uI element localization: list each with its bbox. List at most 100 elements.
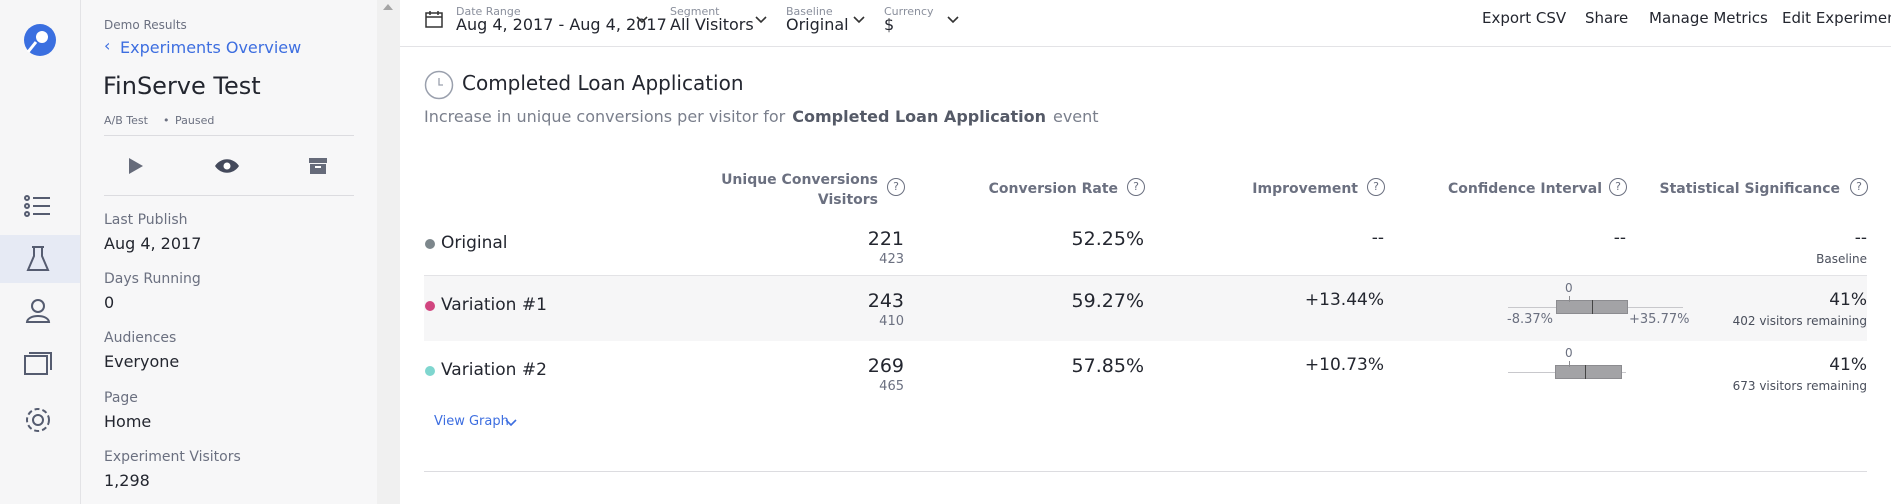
significance: 41% [1829,355,1867,375]
visitors: 410 [879,314,904,329]
row-highlight [424,275,1867,341]
significance-note: 402 visitors remaining [1732,314,1867,328]
chevron[interactable] [636,16,648,24]
chevron[interactable] [947,16,959,24]
detail-value: Home [104,411,152,431]
improvement: +13.44% [1304,290,1384,310]
ci-median [1585,365,1586,379]
ci-low: -8.37% [1507,312,1553,327]
back-chevron[interactable]: ‹ [104,36,111,55]
logo[interactable] [22,22,58,58]
conversions: 269 [867,355,904,377]
header: Improvement [1252,181,1358,197]
ci-zero-tick [1569,361,1570,367]
ci-zero-tick [1569,296,1570,302]
back-link[interactable]: Experiments Overview [120,38,302,57]
row-name: Variation #2 [441,360,547,380]
filter-label[interactable]: Currency [884,5,934,18]
filter-label[interactable]: Segment [670,5,720,18]
flask-icon[interactable] [26,245,50,273]
filter-value[interactable]: All Visitors [670,15,754,34]
filter-label[interactable]: Date Range [456,5,521,18]
help-icon[interactable]: ? [1367,178,1385,196]
visitors: 465 [879,379,904,394]
toolbar-action[interactable]: Manage Metrics [1649,9,1768,27]
description-part: Increase in unique conversions per visit… [424,107,786,126]
ci-bar [1555,365,1622,379]
detail-value: Aug 4, 2017 [104,234,202,253]
metric-title: Completed Loan Application [462,71,744,95]
help-icon[interactable]: ? [1127,178,1145,196]
ci-zero: 0 [1565,281,1573,295]
toolbar-action[interactable]: Edit Experiment [1782,9,1891,27]
filter-value[interactable]: $ [884,15,895,34]
significance-note: 673 visitors remaining [1732,379,1867,393]
row-dot [425,301,435,311]
row-dot [425,366,435,376]
section-label: Demo Results [104,18,187,32]
audience-icon[interactable] [24,298,52,324]
settings-icon[interactable] [24,406,52,434]
filter-label[interactable]: Baseline [786,5,833,18]
play-button[interactable] [128,157,144,175]
detail-label: Audiences [104,330,177,347]
header: Visitors [817,192,878,208]
detail-value: Everyone [104,352,180,372]
visitors: 423 [879,252,904,267]
view-graph[interactable]: View Graph [434,414,509,429]
metric-description: Increase in unique conversions per visit… [424,107,1106,126]
scrollbar[interactable] [377,0,400,504]
divider [104,135,354,136]
help-icon[interactable]: ? [1850,178,1868,196]
scroll-up[interactable] [383,3,393,11]
toolbar-action[interactable]: Export CSV [1482,9,1567,27]
improvement: +10.73% [1304,355,1384,375]
toolbar-border [400,46,1891,47]
detail-label: Experiment Visitors [104,448,241,465]
conversion-rate: 59.27% [1071,290,1144,312]
description-part: Completed Loan Application [792,107,1046,126]
list-icon[interactable] [24,195,52,217]
bullet: • [163,114,170,127]
header: Statistical Significance [1659,181,1840,197]
calendar-icon[interactable] [425,10,443,28]
ci-median [1592,300,1593,314]
experiment-type: A/B Test [104,114,148,127]
chevron[interactable] [505,419,517,427]
detail-label: Last Publish [104,212,188,228]
row-dot [425,239,435,249]
row-name: Variation #1 [441,295,547,315]
conversion-rate: 52.25% [1071,228,1144,250]
detail-value: 0 [104,293,115,313]
description-part: event [1052,107,1099,126]
ci-zero: 0 [1565,346,1573,360]
help-icon[interactable]: ? [887,178,905,196]
detail-label: Days Running [104,271,201,288]
header: Conversion Rate [988,181,1118,197]
row-name: Original [441,233,508,253]
filter-value[interactable]: Aug 4, 2017 - Aug 4, 2017 [456,15,667,34]
ci-high: +35.77% [1629,312,1690,327]
significance-note: Baseline [1816,252,1867,266]
experiment-status: Paused [175,114,215,127]
detail-value: 1,298 [104,470,150,490]
conversion-rate: 57.85% [1071,355,1144,377]
header: Unique Conversions [721,172,878,188]
experiment-title: FinServe Test [103,72,261,100]
header: Confidence Interval [1447,181,1602,197]
preview-button[interactable] [214,158,240,174]
significance: -- [1854,228,1867,248]
archive-button[interactable] [309,158,327,174]
divider [104,195,354,196]
chevron[interactable] [853,16,865,24]
detail-label: Page [104,389,138,406]
filter-value[interactable]: Original [786,15,849,34]
significance: 41% [1829,290,1867,310]
confidence-interval: -- [1613,228,1626,248]
chevron[interactable] [755,16,767,24]
conversions: 243 [867,290,904,312]
toolbar-action[interactable]: Share [1585,9,1629,27]
pages-icon[interactable] [23,351,53,377]
help-icon[interactable]: ? [1609,178,1627,196]
